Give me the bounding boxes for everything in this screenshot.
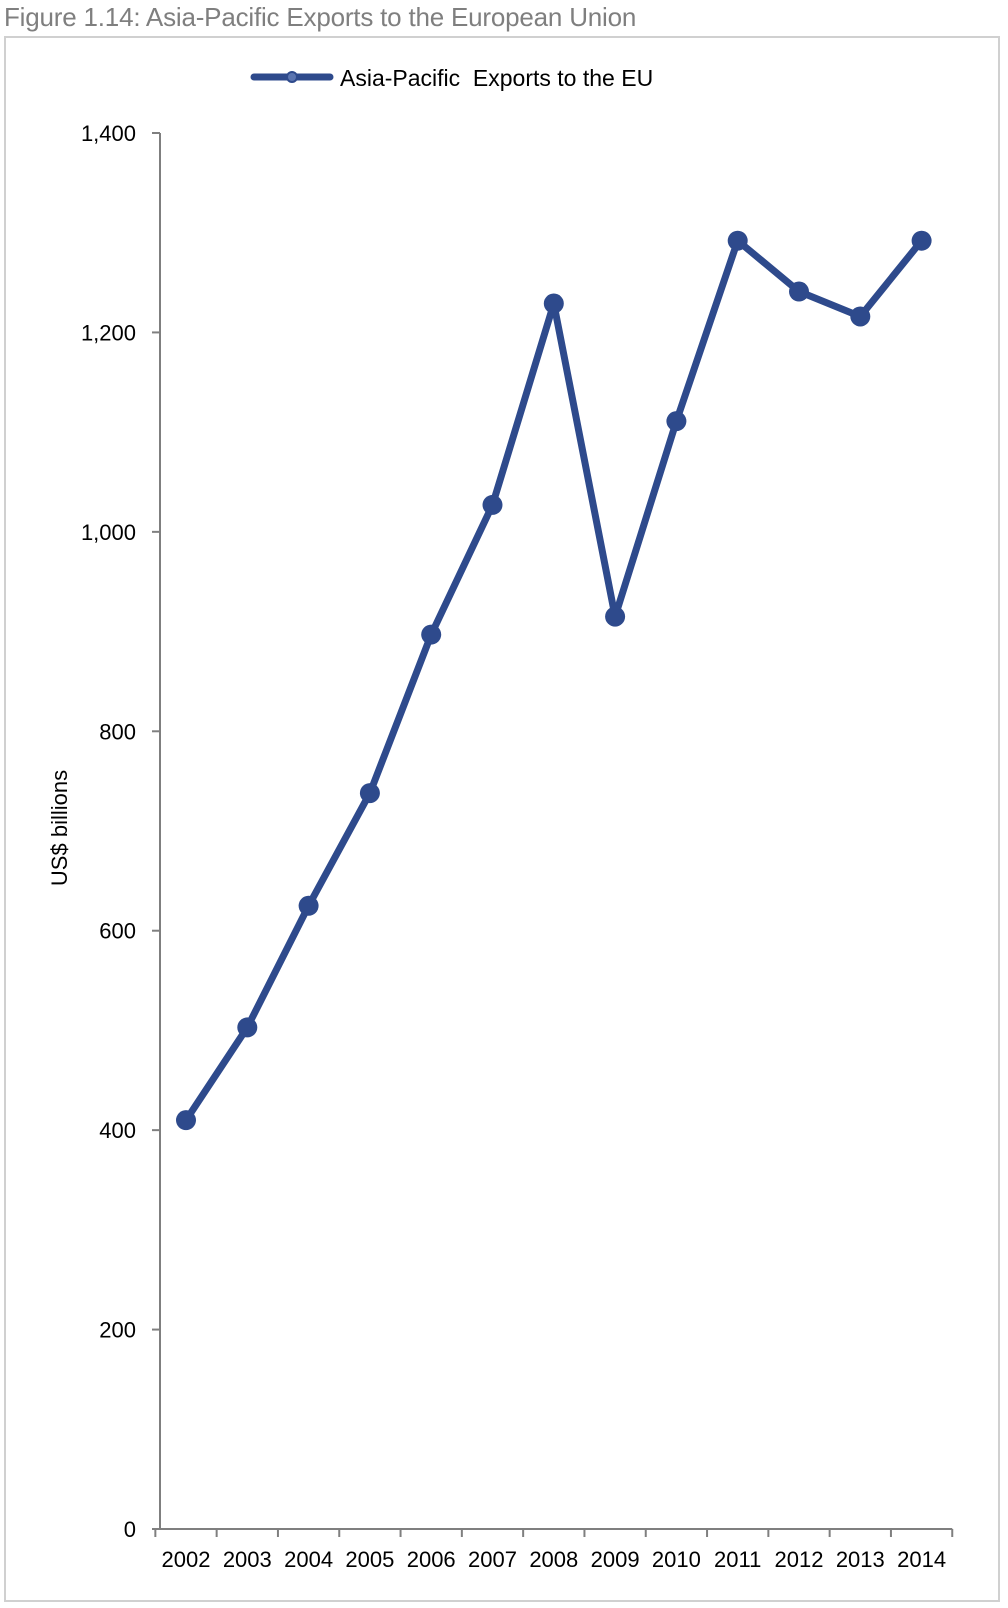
y-tick-label: 1,200 — [81, 320, 136, 345]
y-axis-label: US$ billions — [47, 770, 72, 886]
x-tick-label: 2004 — [284, 1547, 333, 1572]
data-point — [359, 783, 380, 804]
data-point — [237, 1017, 258, 1038]
x-tick-label: 2002 — [162, 1547, 211, 1572]
x-tick-label: 2009 — [591, 1547, 640, 1572]
x-tick-label: 2014 — [897, 1547, 946, 1572]
x-tick-label: 2007 — [468, 1547, 517, 1572]
x-tick-label: 2011 — [714, 1547, 761, 1572]
x-tick-label: 2012 — [775, 1547, 824, 1572]
chart-frame — [4, 36, 1000, 1602]
data-point — [421, 624, 442, 645]
y-tick-label: 600 — [99, 919, 136, 944]
legend-label: Asia-Pacific Exports to the EU — [340, 65, 653, 91]
y-tick-label: 1,400 — [81, 121, 136, 146]
y-tick-label: 800 — [99, 719, 136, 744]
data-point — [727, 230, 748, 251]
x-tick-label: 2006 — [407, 1547, 456, 1572]
series-line — [182, 237, 926, 1124]
x-tick-label: 2010 — [652, 1547, 701, 1572]
y-tick-label: 200 — [99, 1318, 136, 1343]
legend-marker — [286, 71, 298, 83]
data-point — [911, 230, 932, 251]
y-tick-label: 0 — [124, 1517, 136, 1542]
x-tick-label: 2003 — [223, 1547, 272, 1572]
data-point — [605, 606, 626, 627]
chart-legend: Asia-Pacific Exports to the EU — [250, 65, 653, 91]
data-point — [850, 306, 871, 327]
y-tick-label: 400 — [99, 1118, 136, 1143]
x-tick-label: 2013 — [836, 1547, 885, 1572]
data-point — [298, 895, 319, 916]
x-tick-label: 2008 — [529, 1547, 578, 1572]
figure-title: Figure 1.14: Asia-Pacific Exports to the… — [4, 2, 637, 32]
data-point — [789, 281, 809, 302]
y-tick-label: 1,000 — [81, 520, 136, 545]
data-point — [176, 1110, 196, 1131]
x-tick-label: 2005 — [345, 1547, 394, 1572]
data-point — [666, 411, 687, 432]
data-point — [482, 494, 503, 515]
plot-area — [176, 230, 932, 1131]
chart-axes: 0 200 400 600 800 1,000 1,200 1,400 2002 2003 2004… — [81, 121, 954, 1572]
data-point — [543, 293, 564, 314]
